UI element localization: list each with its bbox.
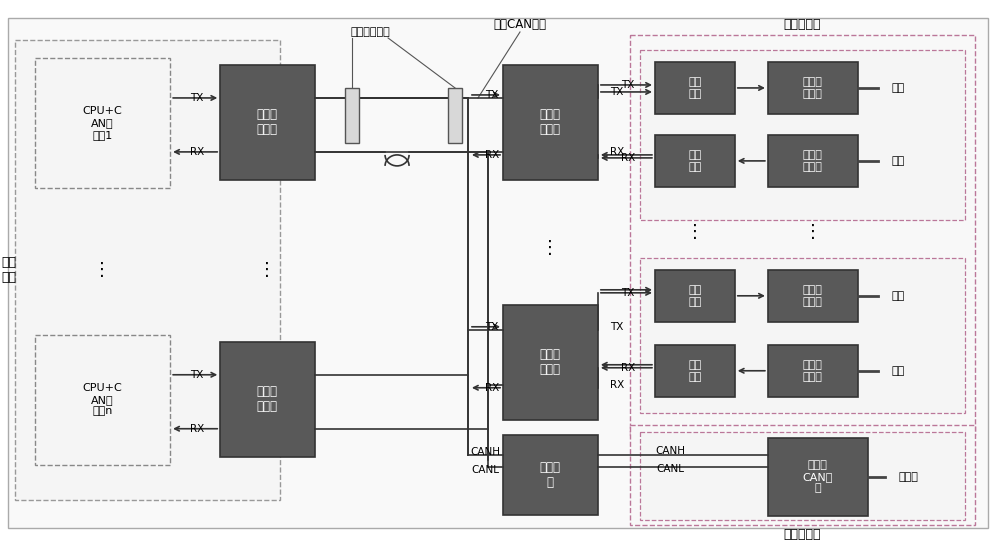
- Bar: [220, 65, 315, 180]
- Text: RX: RX: [610, 380, 624, 390]
- Text: TX: TX: [610, 87, 624, 97]
- Text: 光纤输
出接口: 光纤输 出接口: [803, 285, 823, 307]
- Text: CANH: CANH: [470, 447, 500, 457]
- Text: 电平转
换芯片: 电平转 换芯片: [539, 348, 560, 376]
- Text: CANL: CANL: [471, 465, 499, 475]
- Bar: [503, 305, 598, 420]
- Bar: [768, 135, 858, 187]
- Text: RX: RX: [621, 153, 635, 163]
- Text: 光纤: 光纤: [892, 83, 905, 93]
- Text: 光纤输
入接口: 光纤输 入接口: [803, 360, 823, 382]
- Bar: [448, 88, 462, 143]
- Text: CANH: CANH: [655, 446, 685, 456]
- Text: 驱动
电路: 驱动 电路: [688, 150, 702, 172]
- Text: 光纤: 光纤: [892, 366, 905, 376]
- Bar: [768, 345, 858, 397]
- Text: 控制
单元: 控制 单元: [2, 256, 17, 284]
- Text: TX: TX: [485, 90, 499, 100]
- Text: TX: TX: [191, 93, 204, 103]
- Bar: [655, 270, 735, 322]
- Bar: [640, 50, 965, 220]
- Text: 光纤输
入接口: 光纤输 入接口: [803, 150, 823, 172]
- Bar: [630, 35, 975, 435]
- Text: 光纤: 光纤: [892, 291, 905, 301]
- Bar: [503, 65, 598, 180]
- Text: ⋮: ⋮: [258, 261, 276, 279]
- Text: 光通路单元: 光通路单元: [784, 18, 821, 31]
- Text: 板上CAN总线: 板上CAN总线: [493, 18, 546, 31]
- Bar: [768, 270, 858, 322]
- Text: 阻抗匹配电阻: 阻抗匹配电阻: [350, 27, 390, 37]
- Text: RX: RX: [610, 147, 624, 157]
- Text: 电信号
CAN接
口: 电信号 CAN接 口: [803, 460, 833, 493]
- Bar: [655, 345, 735, 397]
- Bar: [655, 62, 735, 114]
- Bar: [345, 88, 359, 143]
- Text: 电通路单元: 电通路单元: [784, 528, 821, 541]
- Text: RX: RX: [485, 383, 499, 393]
- Bar: [768, 62, 858, 114]
- Bar: [35, 58, 170, 188]
- Text: RX: RX: [190, 424, 204, 434]
- Text: RX: RX: [485, 150, 499, 160]
- Text: 驱动
电路: 驱动 电路: [688, 285, 702, 307]
- Bar: [768, 438, 868, 516]
- Bar: [503, 435, 598, 515]
- Bar: [220, 342, 315, 457]
- Bar: [655, 135, 735, 187]
- Text: 光纤输
出接口: 光纤输 出接口: [803, 77, 823, 99]
- Text: 光纤: 光纤: [892, 156, 905, 166]
- Bar: [640, 432, 965, 520]
- Text: ⋮: ⋮: [541, 239, 559, 257]
- Text: TX: TX: [610, 322, 624, 332]
- Text: 电平转
换芯片: 电平转 换芯片: [257, 108, 278, 136]
- Text: 屏蔽线: 屏蔽线: [899, 472, 919, 482]
- Text: TX: TX: [621, 80, 635, 90]
- Text: TX: TX: [191, 370, 204, 380]
- Text: TX: TX: [621, 288, 635, 298]
- Bar: [640, 258, 965, 413]
- Text: TX: TX: [485, 322, 499, 332]
- Text: CANL: CANL: [656, 464, 684, 473]
- Text: 驱动
电路: 驱动 电路: [688, 77, 702, 99]
- Text: 隔离芯
片: 隔离芯 片: [539, 460, 560, 489]
- Text: 电平转
换芯片: 电平转 换芯片: [257, 385, 278, 413]
- Text: RX: RX: [621, 363, 635, 373]
- Text: ⋮: ⋮: [804, 223, 822, 241]
- Text: CPU+C
AN控
制器1: CPU+C AN控 制器1: [82, 106, 122, 140]
- Bar: [630, 425, 975, 525]
- Text: RX: RX: [190, 147, 204, 157]
- Bar: [35, 335, 170, 465]
- Text: ⋮: ⋮: [93, 261, 111, 279]
- Text: ⋮: ⋮: [686, 223, 704, 241]
- Bar: [15, 40, 280, 500]
- Text: 电平转
换芯片: 电平转 换芯片: [539, 108, 560, 136]
- Text: CPU+C
AN控
制器n: CPU+C AN控 制器n: [82, 383, 122, 416]
- Text: 驱动
电路: 驱动 电路: [688, 360, 702, 382]
